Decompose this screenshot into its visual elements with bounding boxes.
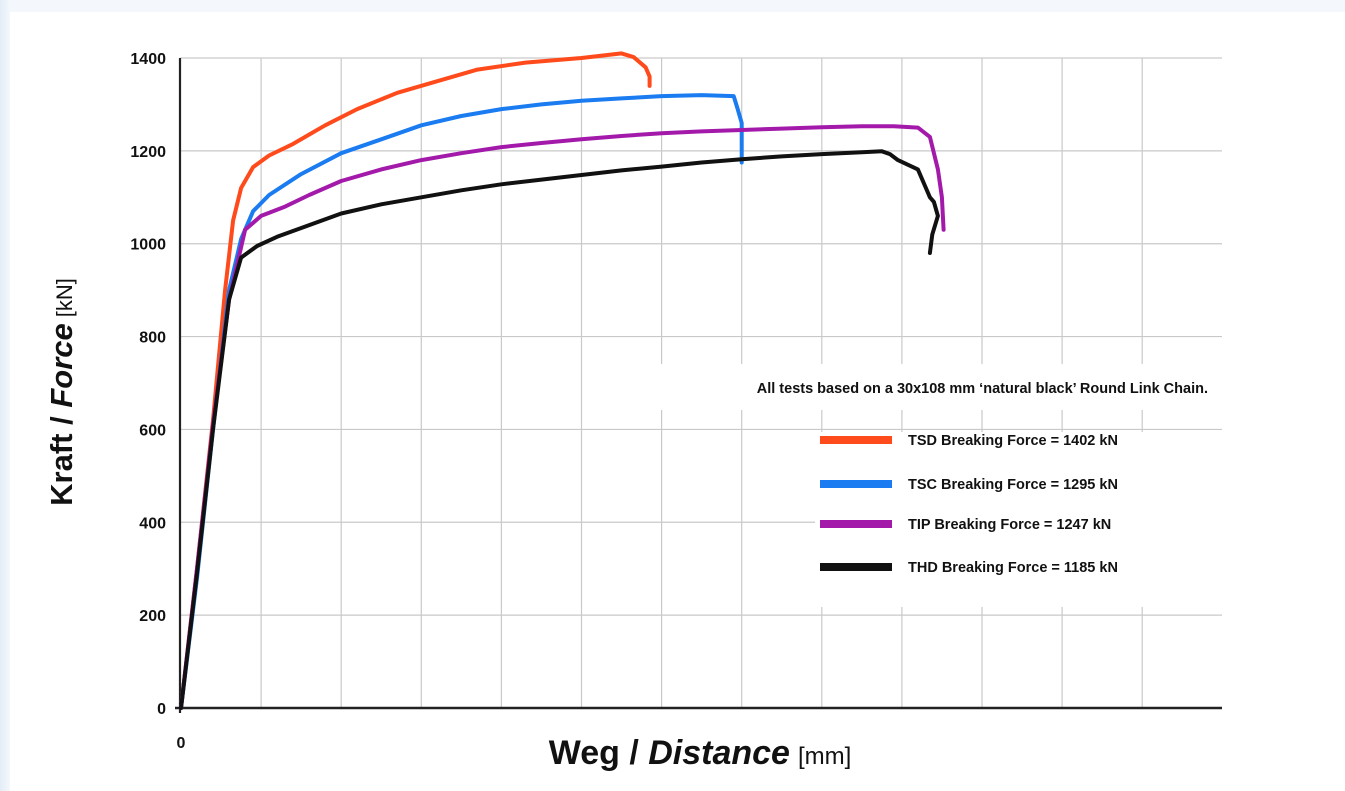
series-line-2: [179, 124, 946, 710]
legend-label-1: TSC Breaking Force = 1295 kN: [908, 477, 1118, 493]
force-distance-chart: 0 200 400 600 800 1000 1200 1400 0 Kraft / Forc…: [44, 51, 1225, 772]
legend-swatch-1: [820, 480, 892, 488]
legend-label-2: TIP Breaking Force = 1247 kN: [908, 517, 1111, 533]
y-tick-label: 600: [139, 422, 166, 439]
chart-card: 0 200 400 600 800 1000 1200 1400 0 Kraft / Forc…: [10, 12, 1345, 791]
y-tick-label: 1200: [130, 144, 166, 161]
x-tick-labels: 0: [177, 735, 186, 752]
x-axis-unit: [mm]: [798, 743, 851, 770]
x-axis-title-main: Weg /: [549, 734, 649, 772]
legend: TSD Breaking Force = 1402 kN TSC Breaking…: [820, 433, 1118, 576]
annotation-backdrop: [585, 364, 1225, 410]
y-axis-unit: [kN]: [52, 278, 77, 317]
y-tick-label: 1400: [130, 51, 166, 68]
annotation-note: All tests based on a 30x108 mm ‘natural …: [757, 381, 1208, 397]
legend-swatch-0: [820, 436, 892, 444]
axes: [175, 58, 1222, 713]
y-tick-label: 400: [139, 515, 166, 532]
legend-backdrop: [815, 432, 1225, 607]
series-lines: [179, 51, 946, 710]
y-tick-label: 800: [139, 330, 166, 347]
x-axis-title-italic: Distance: [648, 734, 790, 772]
x-tick-label: 0: [177, 735, 186, 752]
legend-label-0: TSD Breaking Force = 1402 kN: [908, 433, 1118, 449]
y-axis-title-italic: Force: [44, 323, 79, 407]
y-axis-title: Kraft / Force [kN]: [44, 278, 79, 506]
legend-swatch-2: [820, 520, 892, 528]
y-tick-label: 200: [139, 608, 166, 625]
y-tick-label: 0: [157, 701, 166, 718]
y-tick-label: 1000: [130, 237, 166, 254]
x-axis-title: Weg / Distance [mm]: [549, 734, 852, 772]
series-line-3: [179, 149, 940, 710]
legend-swatch-3: [820, 563, 892, 571]
legend-label-3: THD Breaking Force = 1185 kN: [908, 560, 1118, 576]
y-tick-labels: 0 200 400 600 800 1000 1200 1400: [130, 51, 166, 718]
y-axis-title-main: Kraft /: [44, 408, 79, 506]
series-line-0: [179, 51, 652, 710]
